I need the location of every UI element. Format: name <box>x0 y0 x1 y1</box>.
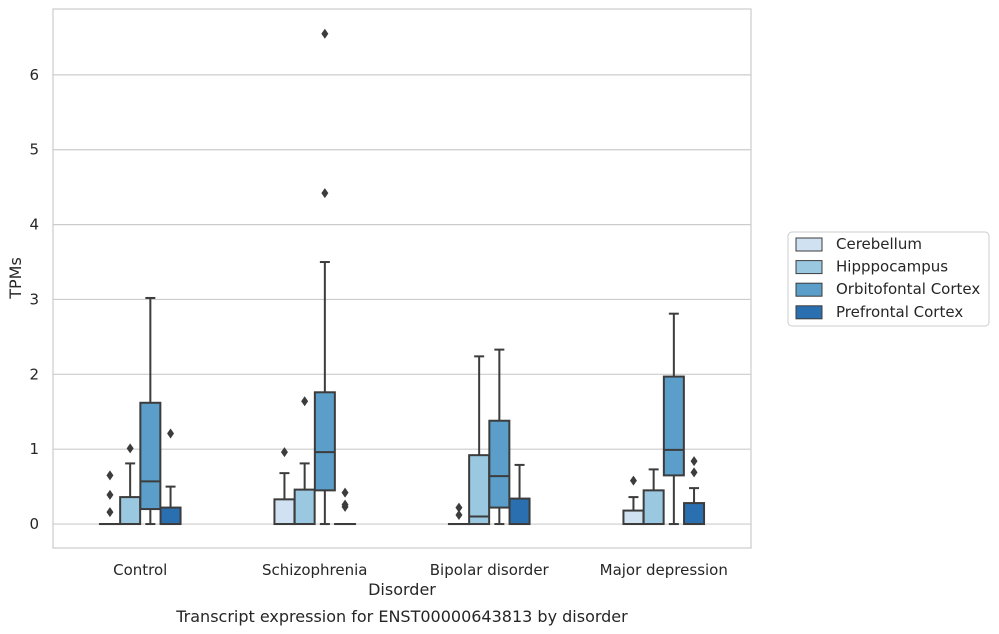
legend-item: Orbitofontal Cortex <box>795 280 980 298</box>
gridlines <box>53 74 751 525</box>
box <box>139 401 162 511</box>
y-axis-label: TPMs <box>6 257 25 300</box>
legend-label: Orbitofontal Cortex <box>836 280 980 298</box>
box-plot-item <box>447 502 470 526</box>
box <box>622 509 645 526</box>
outlier-point <box>341 499 349 510</box>
box <box>119 496 142 526</box>
legend-swatch <box>795 260 823 275</box>
box-plot-item <box>119 443 142 526</box>
outlier-point <box>321 188 329 199</box>
outlier-point <box>106 489 114 500</box>
box-plot-item <box>642 468 665 526</box>
legend-swatch <box>795 237 823 252</box>
outlier-point <box>629 475 637 486</box>
box-plot-item <box>468 355 491 526</box>
box-plot-item <box>488 348 511 526</box>
box-plot-item <box>313 28 336 526</box>
box <box>159 506 182 526</box>
outlier-point <box>106 507 114 518</box>
box-plot-item <box>683 456 706 526</box>
outlier-point <box>126 443 134 454</box>
outlier-point <box>690 456 698 467</box>
outlier-point <box>301 396 309 407</box>
box-plot-item <box>508 463 531 526</box>
x-tick-label: Control <box>113 561 167 579</box>
box <box>642 489 665 526</box>
legend-item: Prefrontal Cortex <box>795 303 963 321</box>
outlier-point <box>280 447 288 458</box>
outlier-point <box>106 470 114 481</box>
outlier-point <box>167 428 175 439</box>
y-tick-label: 1 <box>29 440 39 458</box>
legend-label: Cerebellum <box>836 235 922 253</box>
y-tick-label: 0 <box>29 515 39 533</box>
box-plot-item <box>293 396 316 526</box>
y-tick-label: 6 <box>29 66 39 84</box>
box-plot-item <box>662 312 685 526</box>
legend: Cerebellum Hipppocampus Orbitofontal Corte… <box>787 231 990 327</box>
outlier-point <box>341 487 349 498</box>
x-axis-ticks: Control Schizophrenia Bipolar disorder Majo… <box>113 561 728 579</box>
box-plot-item <box>622 475 645 526</box>
outlier-point <box>690 467 698 478</box>
y-tick-label: 3 <box>29 290 39 308</box>
boxes <box>98 28 706 526</box>
box <box>508 497 531 526</box>
legend-item: Cerebellum <box>795 235 922 253</box>
chart-title: Transcript expression for ENST0000064381… <box>175 607 628 626</box>
box-plot-item <box>273 447 296 526</box>
x-axis-label: Disorder <box>368 580 436 599</box>
box <box>293 488 316 526</box>
outlier-point <box>455 510 463 521</box>
outlier-point <box>455 502 463 513</box>
box <box>488 419 511 509</box>
box <box>683 502 706 526</box>
box <box>662 375 685 477</box>
box <box>273 498 296 526</box>
y-tick-label: 2 <box>29 365 39 383</box>
y-tick-label: 5 <box>29 141 39 159</box>
box <box>468 454 491 526</box>
legend-frame <box>787 231 990 327</box>
box <box>313 391 336 492</box>
legend-label: Prefrontal Cortex <box>836 303 963 321</box>
legend-label: Hipppocampus <box>836 258 948 276</box>
box-plot-item <box>159 428 182 526</box>
y-axis-ticks: 0 1 2 3 4 5 6 <box>29 66 39 533</box>
box-plot-item <box>139 296 162 526</box>
legend-swatch <box>795 282 823 297</box>
x-tick-label: Major depression <box>600 561 728 579</box>
legend-swatch <box>795 305 823 320</box>
y-tick-label: 4 <box>29 216 39 234</box>
outlier-point <box>321 28 329 39</box>
plot-area <box>52 8 752 549</box>
legend-item: Hipppocampus <box>795 258 948 276</box>
box-plot-item <box>98 470 121 526</box>
x-tick-label: Bipolar disorder <box>430 561 550 579</box>
box-plot-item <box>334 487 357 526</box>
x-tick-label: Schizophrenia <box>262 561 367 579</box>
